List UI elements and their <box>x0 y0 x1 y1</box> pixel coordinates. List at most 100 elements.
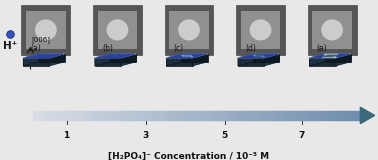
Text: [H₂PO₄]⁻ Concentration / 10⁻⁵ M: [H₂PO₄]⁻ Concentration / 10⁻⁵ M <box>108 151 270 160</box>
Bar <box>51 111 53 120</box>
Bar <box>58 111 59 120</box>
Circle shape <box>36 56 39 57</box>
Bar <box>109 111 110 120</box>
Circle shape <box>109 54 112 55</box>
Bar <box>287 111 288 120</box>
Text: 3: 3 <box>143 131 149 140</box>
Circle shape <box>254 57 258 58</box>
Polygon shape <box>23 54 65 58</box>
Bar <box>334 111 335 120</box>
Circle shape <box>337 56 340 57</box>
Bar <box>246 111 247 120</box>
Bar <box>259 111 260 120</box>
Bar <box>201 111 202 120</box>
Bar <box>63 111 64 120</box>
Bar <box>143 111 144 120</box>
Polygon shape <box>238 54 253 66</box>
Bar <box>144 111 145 120</box>
Polygon shape <box>182 54 208 62</box>
Circle shape <box>317 55 321 57</box>
Bar <box>128 111 129 120</box>
Bar <box>240 111 241 120</box>
Bar <box>72 111 73 120</box>
Bar <box>312 11 352 49</box>
Bar <box>135 111 136 120</box>
Bar <box>333 111 334 120</box>
Bar <box>74 111 75 120</box>
Circle shape <box>315 57 318 58</box>
Circle shape <box>33 57 36 58</box>
Bar <box>212 111 213 120</box>
Circle shape <box>265 55 268 57</box>
Circle shape <box>187 57 190 58</box>
Bar <box>64 111 65 120</box>
Bar <box>68 111 69 120</box>
Bar <box>49 111 50 120</box>
Bar <box>253 111 254 120</box>
Circle shape <box>343 54 346 56</box>
Bar <box>331 111 332 120</box>
Bar <box>358 111 359 120</box>
Bar <box>236 5 285 55</box>
Bar <box>205 111 206 120</box>
Bar <box>323 111 324 120</box>
Bar <box>293 111 294 120</box>
Bar <box>98 111 99 120</box>
Bar <box>193 111 194 120</box>
Bar <box>163 111 164 120</box>
Circle shape <box>195 54 199 55</box>
Circle shape <box>60 54 63 55</box>
Bar <box>310 111 311 120</box>
Bar <box>346 111 347 120</box>
Bar <box>33 111 34 120</box>
Circle shape <box>42 55 46 57</box>
Bar <box>169 11 209 49</box>
Bar <box>56 111 57 120</box>
Bar <box>91 111 92 120</box>
Circle shape <box>45 54 48 55</box>
Bar <box>81 111 82 120</box>
Bar <box>236 111 237 120</box>
Circle shape <box>342 54 345 55</box>
Bar <box>50 111 51 120</box>
Bar <box>90 111 91 120</box>
Circle shape <box>336 55 339 57</box>
Bar <box>154 111 155 120</box>
Bar <box>347 111 349 120</box>
Bar <box>300 111 301 120</box>
Bar <box>197 111 198 120</box>
Circle shape <box>175 56 178 57</box>
Bar <box>342 111 343 120</box>
Circle shape <box>128 54 132 56</box>
Circle shape <box>108 57 111 58</box>
Bar <box>341 111 342 120</box>
Bar <box>332 111 333 120</box>
Polygon shape <box>336 54 351 66</box>
Bar <box>206 111 208 120</box>
Bar <box>254 111 256 120</box>
Polygon shape <box>310 54 325 66</box>
Bar <box>102 111 104 120</box>
Bar <box>26 11 66 49</box>
Bar <box>309 111 310 120</box>
Circle shape <box>338 54 342 55</box>
Text: H⁺: H⁺ <box>3 41 17 51</box>
Circle shape <box>172 57 175 58</box>
Bar <box>132 111 133 120</box>
Bar <box>191 111 192 120</box>
Bar <box>107 111 108 120</box>
Circle shape <box>258 57 262 58</box>
Bar <box>214 111 215 120</box>
Bar <box>98 11 137 49</box>
Bar <box>199 111 200 120</box>
Text: 1: 1 <box>64 131 70 140</box>
Text: [006]: [006] <box>32 36 51 43</box>
Polygon shape <box>192 54 208 66</box>
Bar <box>272 111 273 120</box>
Bar <box>46 111 47 120</box>
Bar <box>181 111 182 120</box>
Bar <box>71 111 72 120</box>
Bar <box>134 111 135 120</box>
Bar <box>232 111 234 120</box>
Bar <box>247 111 248 120</box>
